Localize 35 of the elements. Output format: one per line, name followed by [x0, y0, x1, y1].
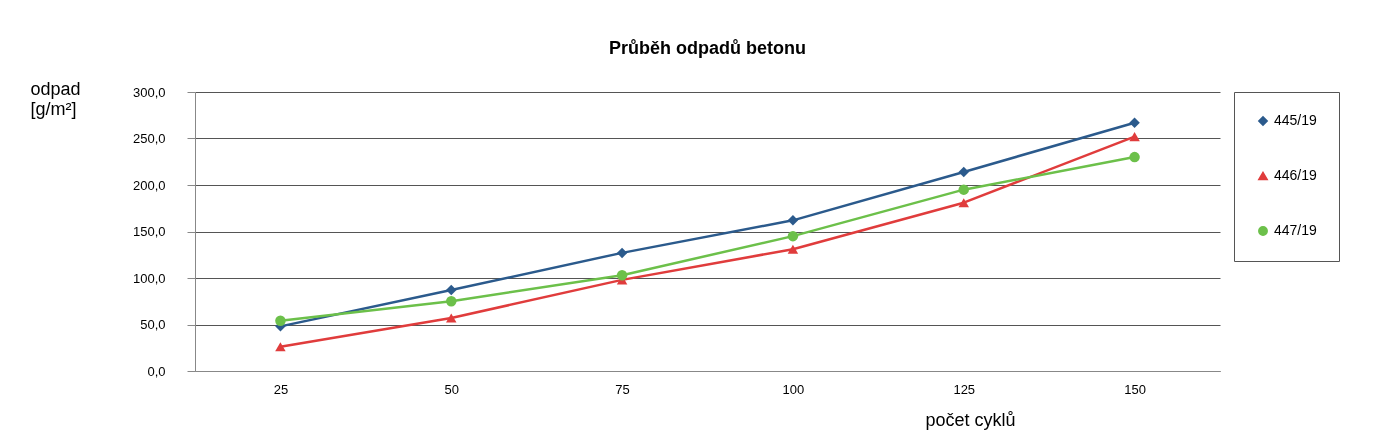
- y-tick-label: 250,0: [132, 131, 166, 146]
- y-tick-label: 150,0: [132, 224, 166, 239]
- point: [787, 244, 799, 254]
- point: [616, 247, 628, 259]
- x-tick-label: 50: [444, 381, 459, 397]
- chart-title: Průběh odpadů betonu: [609, 38, 806, 58]
- point: [446, 296, 457, 307]
- x-tick-label: 75: [615, 381, 630, 397]
- point: [787, 215, 799, 226]
- point: [446, 284, 457, 296]
- point: [1129, 117, 1140, 128]
- point: [275, 315, 286, 327]
- point: [1129, 151, 1140, 163]
- x-tick-label: 25: [273, 381, 289, 397]
- y-tick-label: 300,0: [132, 84, 166, 100]
- y-tick-label: 50,0: [140, 317, 166, 332]
- x-tick-label: 100: [782, 381, 805, 397]
- point: [1129, 132, 1140, 142]
- legend-label: 446/19: [1274, 167, 1318, 183]
- point: [958, 166, 969, 178]
- y-tick-label: 100,0: [132, 270, 166, 286]
- point: [958, 198, 969, 208]
- x-tick-label: 150: [1124, 381, 1146, 397]
- point: [787, 230, 799, 242]
- point: [446, 313, 457, 323]
- x-axis-title: počet cyklů: [925, 409, 1016, 430]
- x-tick-label: 125: [953, 381, 976, 397]
- y-axis-title: odpad [g/m²]: [30, 78, 81, 119]
- point: [275, 342, 286, 352]
- y-tick-label: 0,0: [147, 363, 166, 379]
- point: [616, 269, 628, 281]
- legend-label: 445/19: [1274, 112, 1318, 128]
- point: [958, 184, 969, 195]
- legend-label: 447/19: [1274, 222, 1318, 238]
- y-tick-label: 200,0: [132, 177, 166, 193]
